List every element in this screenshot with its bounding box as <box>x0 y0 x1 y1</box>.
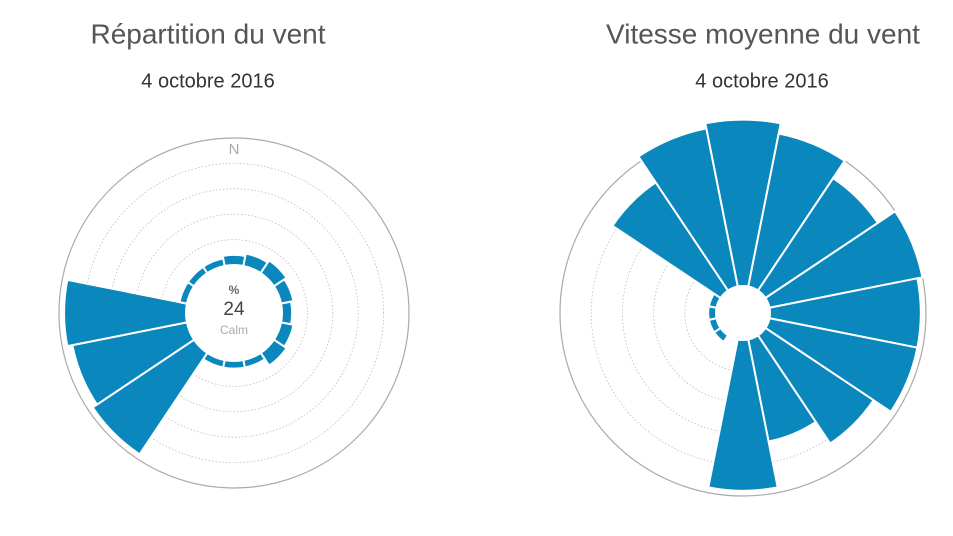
wind-bar <box>259 259 288 288</box>
wind-bar <box>221 358 247 370</box>
calm-label: Calm <box>220 323 248 337</box>
wind-bar <box>221 253 247 268</box>
wind-bar <box>91 338 209 456</box>
chart-title: Vitesse moyenne du vent <box>606 18 920 49</box>
center-hole <box>187 266 281 360</box>
wind-bar <box>768 277 922 349</box>
wind-bar <box>764 209 924 309</box>
wind-bar <box>272 277 295 305</box>
wind-bar <box>63 278 189 348</box>
calm-value: 24 <box>223 299 245 320</box>
direction-label: N <box>229 141 240 158</box>
calm-unit: % <box>229 283 240 297</box>
center-hole <box>717 287 769 339</box>
wind-bar <box>279 300 294 326</box>
grid-ring <box>134 213 334 413</box>
wind-bar <box>756 326 875 445</box>
chart-title: Répartition du vent <box>90 18 325 49</box>
chart-subtitle: 4 octobre 2016 <box>141 70 274 92</box>
grid-ring <box>109 188 359 438</box>
wind-bar <box>71 321 196 406</box>
wind-bar <box>747 132 847 292</box>
outer-ring <box>58 137 410 489</box>
grid-ring <box>160 239 308 387</box>
wind-bar <box>756 176 880 300</box>
wind-bar <box>707 338 779 492</box>
wind-bar <box>637 127 739 292</box>
wind-bar <box>704 118 782 288</box>
chart-subtitle: 4 octobre 2016 <box>695 70 828 92</box>
wind-bar <box>259 338 288 367</box>
wind-bar <box>201 257 226 275</box>
wind-bar <box>764 317 919 414</box>
